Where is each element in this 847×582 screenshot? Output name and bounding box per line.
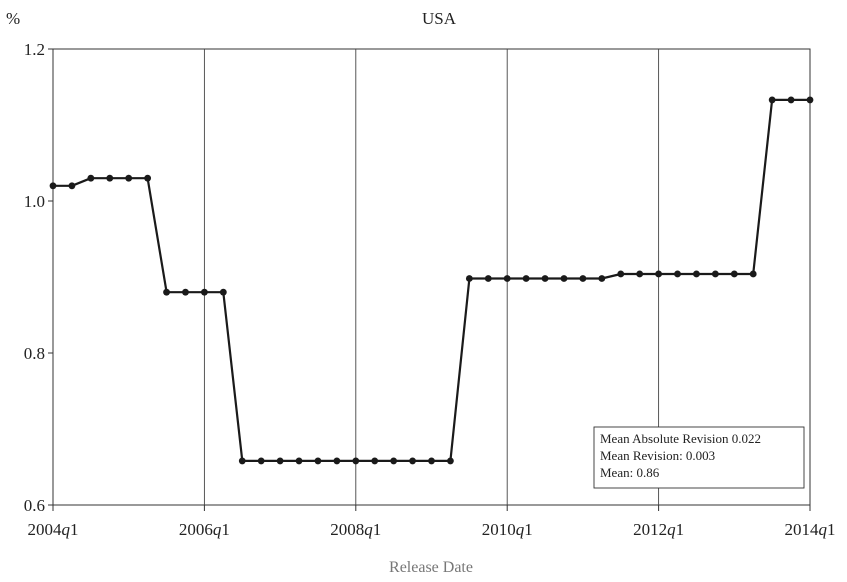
data-point	[333, 458, 340, 465]
data-point	[561, 275, 568, 282]
data-point	[693, 271, 700, 278]
y-tick-label: 1.0	[24, 192, 45, 211]
data-point	[220, 289, 227, 296]
x-tick-label-2014: 2014q1	[785, 520, 836, 539]
stats-line-3: Mean: 0.86	[600, 465, 660, 480]
data-point	[315, 458, 322, 465]
data-point	[750, 271, 757, 278]
data-point	[485, 275, 492, 282]
chart-title: USA	[422, 9, 457, 28]
data-point	[655, 271, 662, 278]
data-point	[163, 289, 170, 296]
stats-box: Mean Absolute Revision 0.022 Mean Revisio…	[594, 427, 804, 488]
data-point	[636, 271, 643, 278]
data-point	[182, 289, 189, 296]
data-point	[371, 458, 378, 465]
data-point	[296, 458, 303, 465]
data-point	[239, 458, 246, 465]
data-point	[523, 275, 530, 282]
x-tick-label-2006: 2006q1	[179, 520, 230, 539]
data-point	[542, 275, 549, 282]
x-tick-label-2004: 2004q1	[28, 520, 79, 539]
data-point	[409, 458, 416, 465]
data-point	[50, 182, 57, 189]
data-point	[277, 458, 284, 465]
data-point	[428, 458, 435, 465]
data-point	[769, 97, 776, 104]
data-point	[390, 458, 397, 465]
data-point	[201, 289, 208, 296]
data-point	[125, 175, 132, 182]
data-point	[352, 458, 359, 465]
data-point	[788, 97, 795, 104]
data-point	[731, 271, 738, 278]
data-point	[258, 458, 265, 465]
data-point	[598, 275, 605, 282]
data-point	[617, 271, 624, 278]
data-point	[712, 271, 719, 278]
data-point	[807, 97, 814, 104]
y-tick-label: 0.6	[24, 496, 45, 515]
data-point	[504, 275, 511, 282]
y-tick-label: 1.2	[24, 40, 45, 59]
data-point	[87, 175, 94, 182]
stats-line-1: Mean Absolute Revision 0.022	[600, 431, 761, 446]
data-point	[674, 271, 681, 278]
data-point	[466, 275, 473, 282]
x-tick-label-2010: 2010q1	[482, 520, 533, 539]
x-axis-title: Release Date	[389, 559, 473, 576]
data-point	[580, 275, 587, 282]
data-point	[144, 175, 151, 182]
data-point	[69, 182, 76, 189]
y-axis-unit-label: %	[6, 9, 20, 28]
data-point	[447, 458, 454, 465]
x-tick-label-2008: 2008q1	[330, 520, 381, 539]
stats-line-2: Mean Revision: 0.003	[600, 448, 715, 463]
data-point	[106, 175, 113, 182]
x-tick-label-2012: 2012q1	[633, 520, 684, 539]
y-tick-label: 0.8	[24, 344, 45, 363]
